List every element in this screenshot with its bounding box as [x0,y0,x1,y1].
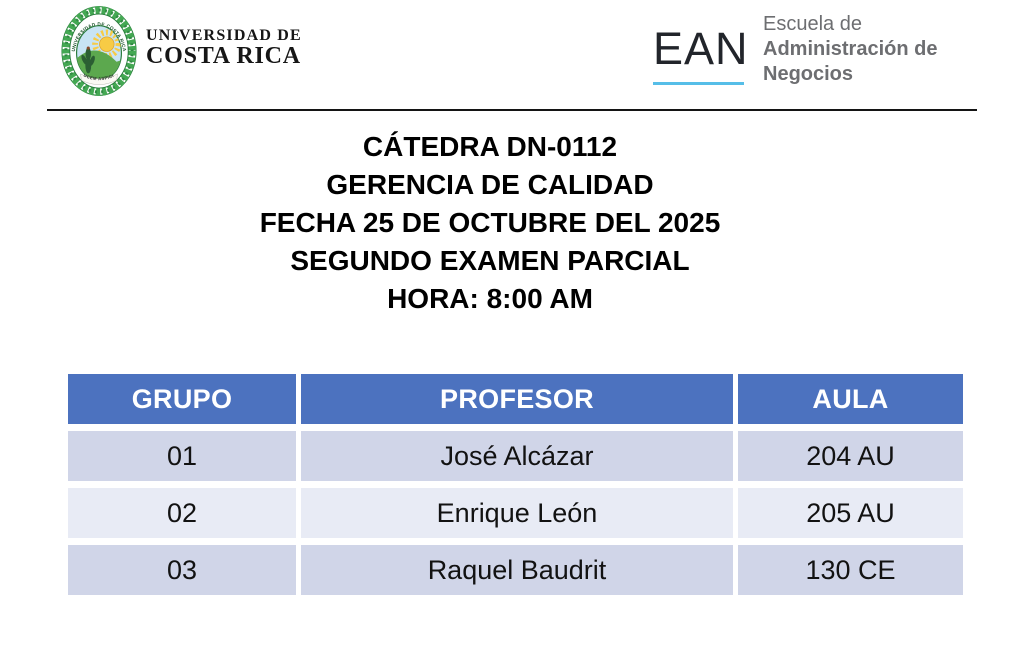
title-line-fecha: FECHA 25 DE OCTUBRE DEL 2025 [259,207,721,238]
ucr-wordmark-line2: COSTA RICA [146,43,301,69]
cell-grupo: 03 [68,545,296,595]
title-line-catedra: CÁTEDRA DN-0112 [362,131,618,162]
ucr-seal-logo: UNIVERSIDAD DE COSTA RICA LUC [58,1,138,97]
cell-aula: 205 AU [738,488,963,538]
exam-title-block: CÁTEDRA DN-0112 GERENCIA DE CALIDAD FECH… [0,128,980,318]
seal-plant [81,47,95,74]
cell-grupo: 02 [68,488,296,538]
exam-table: GRUPO PROFESOR AULA 01 José Alcázar 204 … [68,374,963,595]
ucr-wordmark-line1: UNIVERSIDAD DE [146,27,302,44]
cell-aula: 130 CE [738,545,963,595]
cell-grupo: 01 [68,431,296,481]
title-line-examen: SEGUNDO EXAMEN PARCIAL [290,245,690,276]
title-line-hora: HORA: 8:00 AM [387,283,593,314]
column-header-grupo: GRUPO [68,374,296,424]
ean-underline [653,82,744,85]
school-name-line2: Administración de [763,38,938,60]
column-header-profesor: PROFESOR [301,374,733,424]
motto-ribbon [80,73,118,85]
cell-profesor: José Alcázar [301,431,733,481]
ucr-seal-icon: UNIVERSIDAD DE COSTA RICA LUC [58,1,137,96]
ean-logo: EAN [653,26,749,85]
ean-acronym: EAN [653,23,749,74]
title-line-curso: GERENCIA DE CALIDAD [326,169,654,200]
column-header-aula: AULA [738,374,963,424]
ucr-wordmark: UNIVERSIDAD DE COSTA RICA [146,27,302,68]
header-divider [47,109,977,111]
cell-profesor: Enrique León [301,488,733,538]
sun-icon [99,36,115,52]
school-name-line3: Negocios [763,63,854,85]
school-name: Escuela de Administración de Negocios [763,12,937,87]
cell-profesor: Raquel Baudrit [301,545,733,595]
cell-aula: 204 AU [738,431,963,481]
school-name-line1: Escuela de [763,13,862,35]
